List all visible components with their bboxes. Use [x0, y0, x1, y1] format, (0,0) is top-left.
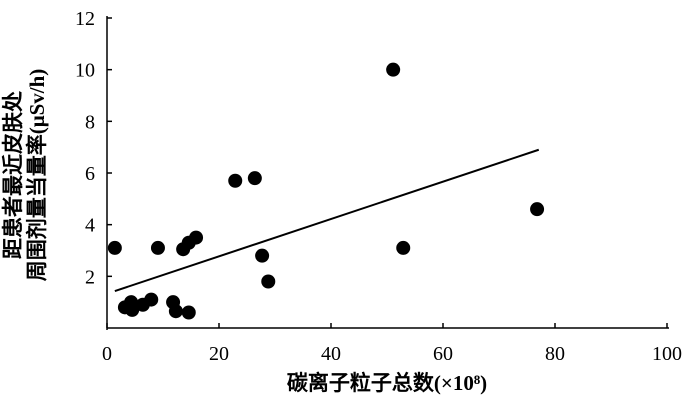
point: [144, 292, 159, 307]
x-axis-label: 碳离子粒子总数(×10⁸): [287, 371, 487, 395]
x-tick-label: 0: [102, 343, 112, 365]
trend-line: [114, 148, 540, 293]
point: [107, 240, 122, 255]
point: [168, 304, 183, 319]
point: [386, 62, 401, 77]
y-tick-label: 8: [85, 111, 95, 133]
point: [189, 230, 204, 245]
x-tick-label: 100: [652, 343, 682, 365]
point: [181, 305, 196, 320]
y-axis-label: 距患者最近皮肤处: [1, 91, 25, 259]
point: [150, 240, 165, 255]
point: [228, 173, 243, 188]
point: [255, 248, 270, 263]
point: [261, 274, 276, 289]
y-tick-label: 12: [75, 8, 95, 30]
point: [396, 240, 411, 255]
y-tick-label: 6: [85, 163, 95, 185]
y-tick-label: 10: [75, 60, 95, 82]
x-tick-label: 80: [545, 343, 565, 365]
point: [247, 171, 262, 186]
y-tick-label: 4: [85, 215, 95, 237]
y-axis-label: 周围剂量当量率(μSv/h): [25, 69, 49, 282]
x-tick-label: 60: [433, 343, 453, 365]
point: [530, 202, 545, 217]
x-tick-label: 40: [321, 343, 341, 365]
x-tick-label: 20: [209, 343, 229, 365]
point: [125, 302, 140, 317]
y-tick-label: 2: [85, 266, 95, 288]
